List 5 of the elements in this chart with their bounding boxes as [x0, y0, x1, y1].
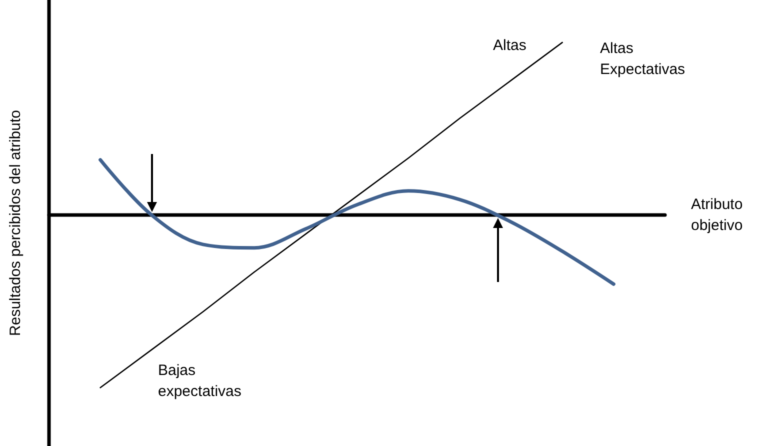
annotation: Bajas expectativas: [158, 362, 242, 400]
x-axis-title: Atributo objetivo: [691, 196, 743, 234]
annotation: Altas: [493, 37, 526, 54]
annotation: Altas Expectativas: [600, 40, 686, 78]
y-axis-title: Resultados percibidos del atributo: [7, 110, 24, 336]
